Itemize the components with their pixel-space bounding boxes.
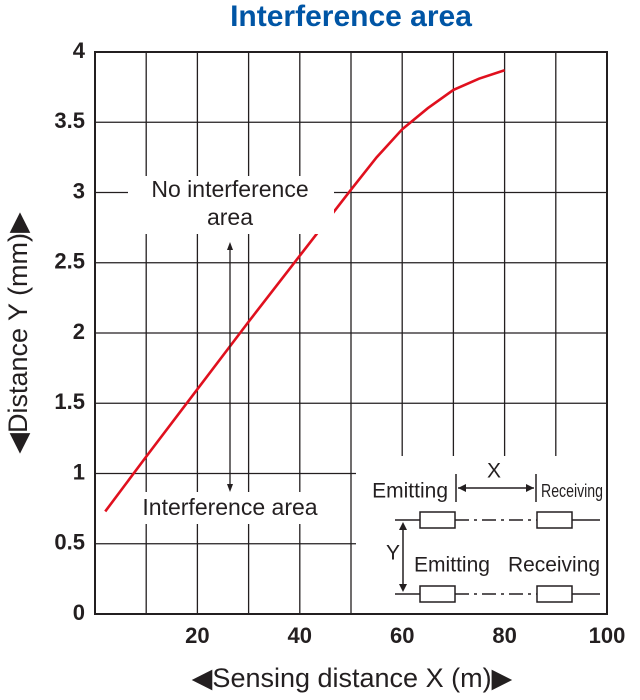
y-tick-label: 4: [73, 38, 86, 63]
chart-title: Interference area: [230, 0, 472, 33]
y-tick-label: 2.5: [54, 249, 85, 274]
y-tick-label: 3: [73, 178, 85, 203]
inset-label: Emitting: [372, 480, 448, 503]
receiver-box: [536, 585, 573, 603]
y-tick-label: 0.5: [54, 530, 85, 555]
y-axis-title: ◀Distance Y (mm)▶: [3, 212, 33, 454]
emitter-box: [419, 511, 456, 529]
inset-diagram: Emitting X Receiving Y Emitting Receivin…: [356, 456, 606, 613]
annotation-background: [122, 492, 338, 524]
arrow-head: [399, 522, 407, 592]
emitter-box: [419, 585, 456, 603]
inset-label: X: [487, 460, 501, 483]
x-tick-label: 40: [288, 623, 312, 648]
y-tick-label: 1: [73, 459, 85, 484]
receiver-box: [536, 511, 573, 529]
x-tick-label: 100: [589, 623, 626, 648]
y-tick-label: 0: [73, 600, 85, 625]
annotation: No interference: [151, 176, 308, 202]
annotation: Interference area: [142, 494, 317, 520]
x-tick-label: 20: [185, 623, 209, 648]
plot-frame: [94, 51, 608, 615]
x-axis-title: ◀Sensing distance X (m)▶: [192, 663, 513, 693]
x-tick-label: 80: [492, 623, 516, 648]
annotation-background: [128, 176, 334, 234]
arrow-head: [458, 484, 534, 492]
x-tick-label: 60: [390, 623, 414, 648]
inset-label: Receiving: [541, 481, 603, 501]
inset-label: Emitting: [414, 554, 490, 577]
data-line: [104, 69, 506, 513]
inset-label: Y: [386, 542, 400, 565]
y-tick-label: 2: [73, 319, 85, 344]
annotation: area: [207, 204, 253, 230]
inset-label: Receiving: [508, 554, 600, 577]
y-tick-label: 1.5: [54, 389, 85, 414]
y-tick-label: 3.5: [54, 108, 85, 133]
